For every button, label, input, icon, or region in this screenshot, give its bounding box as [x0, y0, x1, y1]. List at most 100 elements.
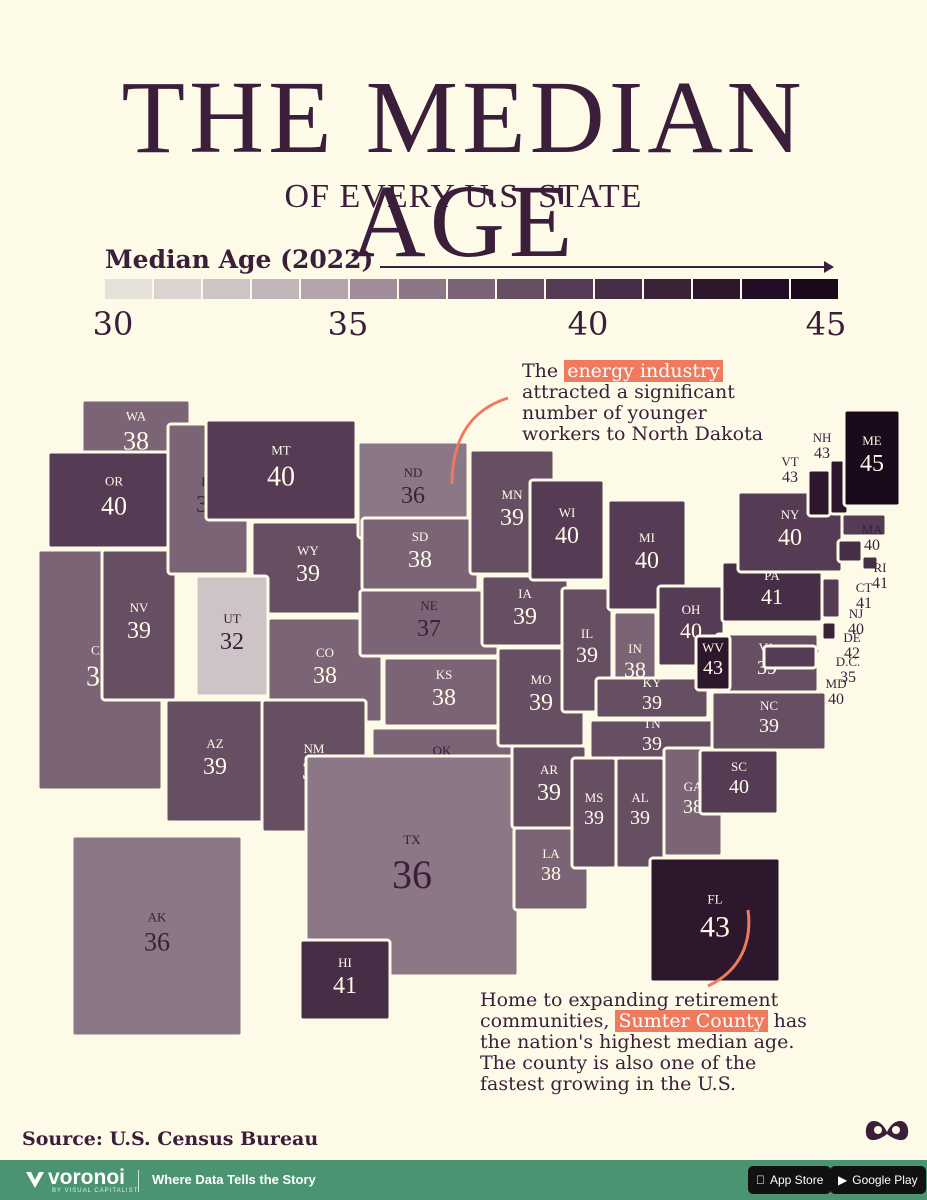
state-value-label: 43 [700, 911, 730, 944]
legend-swatch [791, 279, 838, 299]
apple-icon:  [756, 1173, 765, 1187]
legend-swatch [497, 279, 546, 299]
fl-callout-highlight: Sumter County [615, 1010, 768, 1032]
state-value-label: 39 [537, 780, 561, 806]
legend-tick-45: 45 [805, 305, 847, 343]
state-value-label: 39 [500, 505, 524, 531]
state-value-label: 39 [203, 754, 227, 780]
state-value-label: 42 [844, 645, 860, 662]
state-value-label: 37 [417, 616, 441, 642]
state-wi [528, 478, 606, 582]
state-value-label: 38 [123, 426, 149, 455]
state-abbr-label: HI [338, 955, 352, 970]
state-value-label: 39 [296, 561, 320, 587]
page-subtitle: OF EVERY U.S. STATE [284, 178, 643, 215]
state-value-label: 38 [624, 657, 646, 682]
legend-title: Median Age (2022) [105, 245, 374, 274]
state-abbr-label: MS [585, 790, 604, 805]
google-play-label: Google Play [852, 1173, 918, 1187]
state-mi [606, 498, 688, 612]
legend-swatch [546, 279, 595, 299]
nd-callout-highlight: energy industry [564, 360, 723, 382]
google-play-button[interactable]: ▶ Google Play [830, 1166, 926, 1194]
state-value-label: 38 [432, 685, 456, 711]
state-abbr-label: NY [781, 507, 800, 522]
state-abbr-label: GA [684, 779, 703, 794]
state-md [762, 644, 818, 670]
state-wv [694, 634, 732, 692]
state-value-label: 40 [267, 461, 295, 492]
state-value-label: 39 [642, 692, 662, 714]
brand-name[interactable]: voronoi [48, 1166, 125, 1189]
state-value-label: 36 [401, 483, 425, 509]
state-abbr-label: MD [826, 676, 847, 691]
state-abbr-label: MO [531, 672, 552, 687]
fl-callout-line3: the nation's highest median age. [480, 1031, 795, 1053]
state-value-label: 43 [782, 469, 798, 486]
state-value-label: 36 [144, 927, 170, 956]
state-value-label: 39 [127, 618, 151, 644]
legend-swatch [105, 279, 154, 299]
footer-tagline: Where Data Tells the Story [152, 1172, 316, 1187]
state-abbr-label: MN [502, 487, 524, 502]
legend-tick-30: 30 [92, 305, 134, 343]
state-abbr-label: D.C. [836, 654, 861, 669]
state-ri [860, 554, 880, 572]
us-state-map: WA38OR40CA38NV39ID37MT40WY39UT32AZ39CO38… [36, 396, 902, 1038]
state-abbr-label: CT [856, 580, 873, 595]
state-value-label: 43 [814, 445, 830, 462]
state-nv [100, 548, 178, 702]
state-abbr-label: TX [403, 832, 421, 847]
fl-callout-line5: fastest growing in the U.S. [480, 1073, 737, 1095]
state-abbr-label: ND [404, 465, 423, 480]
fl-callout-line4: The county is also one of the [480, 1052, 757, 1074]
state-de [820, 620, 838, 642]
state-ma [840, 512, 888, 538]
state-abbr-label: AL [631, 790, 648, 805]
nd-callout-line3: number of younger [522, 402, 707, 424]
state-nj [820, 576, 842, 620]
state-value-label: 40 [555, 523, 579, 549]
state-abbr-label: SC [731, 759, 747, 774]
state-abbr-label: NV [130, 600, 149, 615]
state-abbr-label: OH [682, 602, 701, 617]
state-value-label: 39 [529, 690, 553, 716]
mustache-logo-icon [865, 1120, 909, 1141]
state-abbr-label: NC [760, 698, 778, 713]
nd-callout: The energy industry attracted a signific… [522, 360, 763, 445]
state-value-label: 41 [856, 595, 872, 612]
state-me [842, 408, 902, 508]
state-value-label: 38 [313, 663, 337, 689]
legend-swatch [350, 279, 399, 299]
legend-swatch [595, 279, 644, 299]
state-vt [806, 468, 832, 518]
app-store-label: App Store [761, 1173, 823, 1187]
state-abbr-label: FL [707, 892, 722, 907]
brand-sub: BY VISUAL CAPITALIST [52, 1188, 139, 1194]
state-abbr-label: NJ [849, 606, 863, 621]
legend-color-scale [105, 279, 838, 299]
app-store-button[interactable]:  App Store [748, 1166, 832, 1194]
state-value-label: 40 [864, 537, 880, 554]
state-abbr-label: MI [639, 530, 655, 545]
state-abbr-label: CO [316, 645, 334, 660]
state-ct [836, 538, 864, 564]
fl-callout: Home to expanding retirement communities… [480, 990, 807, 1095]
state-abbr-label: AR [540, 762, 558, 777]
legend-swatch [301, 279, 350, 299]
state-abbr-label: AK [148, 910, 167, 925]
google-play-icon: ▶ [838, 1173, 848, 1187]
state-value-label: 43 [703, 657, 723, 679]
legend-tick-40: 40 [567, 305, 609, 343]
legend-swatch [203, 279, 252, 299]
legend-swatch [693, 279, 742, 299]
footer-divider [138, 1170, 139, 1192]
legend-swatch [154, 279, 203, 299]
fl-callout-pre: communities, [480, 1010, 610, 1032]
nd-callout-prefix: The [522, 360, 559, 382]
nd-callout-line2: attracted a significant [522, 381, 735, 403]
state-value-label: 40 [848, 621, 864, 638]
legend-tick-35: 35 [327, 305, 369, 343]
state-value-label: 39 [584, 807, 604, 829]
state-value-label: 40 [828, 691, 844, 708]
